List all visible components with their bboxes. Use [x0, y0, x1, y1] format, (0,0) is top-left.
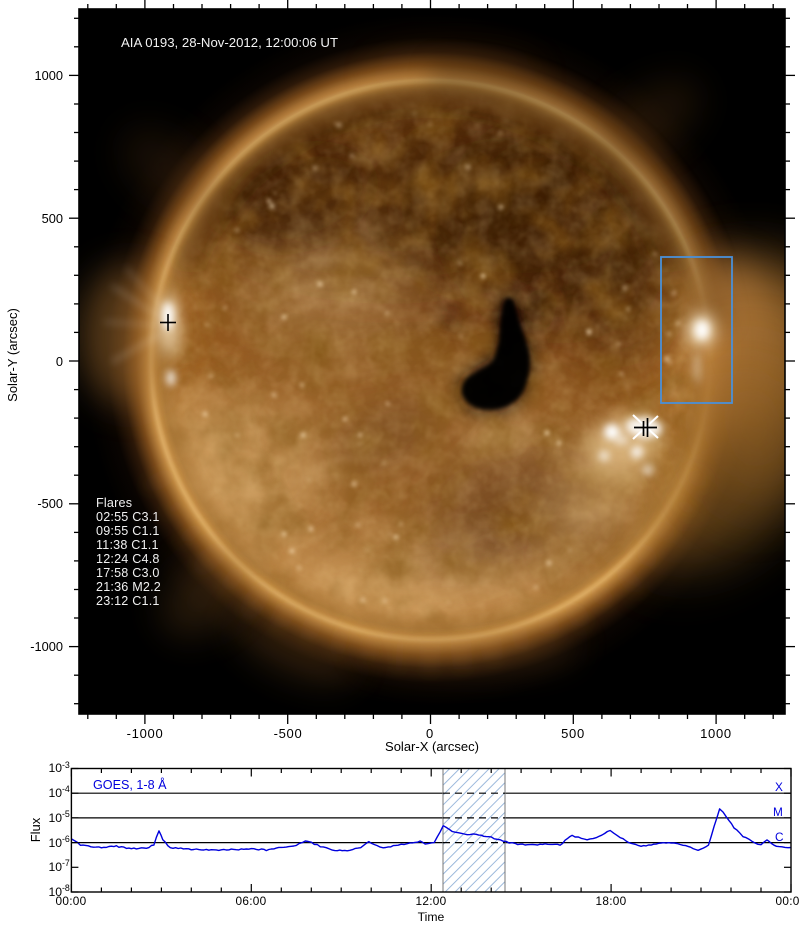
svg-text:-8: -8 [62, 883, 70, 893]
svg-text:0: 0 [56, 354, 63, 369]
svg-text:10: 10 [48, 860, 62, 874]
svg-text:X: X [775, 780, 783, 794]
svg-text:12:24 C4.8: 12:24 C4.8 [96, 552, 160, 566]
svg-text:Solar-X (arcsec): Solar-X (arcsec) [385, 739, 479, 754]
svg-text:C: C [775, 830, 784, 844]
svg-text:17:58 C3.0: 17:58 C3.0 [96, 566, 160, 580]
svg-text:-5: -5 [62, 809, 70, 819]
svg-text:00:00: 00:00 [55, 894, 86, 908]
svg-text:09:55 C1.1: 09:55 C1.1 [96, 524, 160, 538]
svg-text:10: 10 [48, 761, 62, 775]
svg-text:10: 10 [48, 786, 62, 800]
svg-text:11:38 C1.1: 11:38 C1.1 [96, 538, 159, 552]
svg-text:-7: -7 [62, 858, 70, 868]
svg-text:1000: 1000 [700, 726, 732, 741]
svg-text:-500: -500 [37, 496, 63, 511]
svg-text:GOES, 1-8 Å: GOES, 1-8 Å [93, 777, 167, 792]
svg-text:Time: Time [418, 910, 445, 924]
svg-text:18:00: 18:00 [595, 894, 626, 908]
svg-text:0: 0 [426, 726, 434, 741]
svg-text:-6: -6 [62, 834, 70, 844]
svg-text:Solar-Y (arcsec): Solar-Y (arcsec) [5, 308, 20, 402]
svg-text:10: 10 [48, 836, 62, 850]
svg-text:10: 10 [48, 885, 62, 899]
svg-text:23:12 C1.1: 23:12 C1.1 [96, 594, 160, 608]
svg-text:12:00: 12:00 [415, 894, 446, 908]
svg-text:500: 500 [42, 211, 63, 226]
svg-text:-1000: -1000 [30, 639, 63, 654]
svg-text:AIA 0193, 28-Nov-2012, 12:00:0: AIA 0193, 28-Nov-2012, 12:00:06 UT [121, 35, 338, 50]
svg-text:21:36 M2.2: 21:36 M2.2 [96, 580, 161, 594]
svg-text:-500: -500 [274, 726, 303, 741]
svg-text:500: 500 [561, 726, 585, 741]
svg-text:00:00: 00:00 [775, 894, 799, 908]
svg-text:Flares: Flares [96, 496, 132, 510]
svg-text:-3: -3 [62, 760, 70, 770]
svg-text:Flux: Flux [28, 817, 43, 842]
svg-text:1000: 1000 [35, 68, 63, 83]
svg-text:10: 10 [48, 811, 62, 825]
svg-text:06:00: 06:00 [235, 894, 266, 908]
svg-text:-1000: -1000 [127, 726, 164, 741]
svg-text:02:55 C3.1: 02:55 C3.1 [96, 510, 160, 524]
svg-text:-4: -4 [62, 784, 70, 794]
svg-text:M: M [773, 805, 783, 819]
